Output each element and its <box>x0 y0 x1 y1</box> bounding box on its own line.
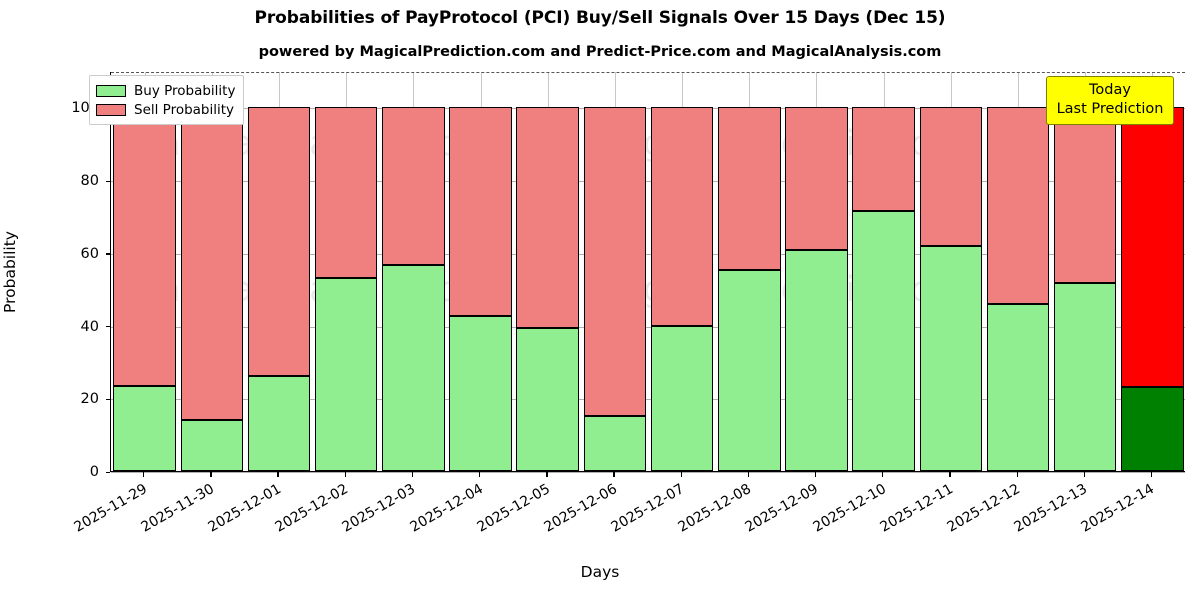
x-tick-mark <box>546 472 548 477</box>
x-tick-mark <box>680 472 682 477</box>
bar-segment-sell[interactable] <box>1053 107 1117 283</box>
bar-segment-buy[interactable] <box>180 420 244 471</box>
x-tick-mark <box>411 472 414 477</box>
bar[interactable] <box>1053 71 1117 471</box>
gridline-y-20 <box>111 399 1185 401</box>
y-axis-label: Probability <box>1 231 19 313</box>
legend-swatch-buy-icon <box>96 84 126 97</box>
bar[interactable] <box>986 71 1050 471</box>
x-tick-mark <box>1150 472 1153 477</box>
y-tick-mark <box>105 180 110 182</box>
y-tick-mark <box>105 326 110 328</box>
gridline-y-40 <box>111 326 1185 328</box>
y-tick-label: 40 <box>80 318 99 335</box>
y-tick-mark <box>105 471 110 473</box>
bar[interactable] <box>449 71 512 471</box>
today-annotation-line1: Today <box>1089 82 1131 98</box>
legend-label-buy: Buy Probability <box>134 82 236 99</box>
bar-segment-sell[interactable] <box>180 107 244 421</box>
x-tick-mark <box>143 472 145 477</box>
bar-segment-buy[interactable] <box>919 246 983 471</box>
gridline-y-80 <box>111 181 1185 183</box>
y-tick-label: 60 <box>80 245 99 262</box>
bar-segment-buy[interactable] <box>650 326 714 471</box>
bar[interactable] <box>247 71 311 471</box>
legend-item-buy: Buy Probability <box>96 81 235 100</box>
y-tick-mark <box>105 398 110 401</box>
x-tick-mark <box>814 472 817 477</box>
legend-swatch-sell-icon <box>96 103 126 116</box>
bar[interactable] <box>650 71 714 471</box>
bar-segment-sell[interactable] <box>382 107 445 266</box>
y-tick-mark <box>105 253 110 255</box>
bar-segment-sell[interactable] <box>919 107 983 247</box>
plot-area: MagicalAnalysis.comMagicalPrediction.com… <box>110 71 1185 473</box>
chart-legend: Buy Probability Sell Probability <box>89 75 245 125</box>
x-tick-mark <box>613 472 615 477</box>
bar[interactable] <box>785 71 848 471</box>
bar-segment-buy[interactable] <box>986 304 1050 471</box>
chart-title: Probabilities of PayProtocol (PCI) Buy/S… <box>254 8 946 28</box>
x-tick-mark <box>277 472 279 477</box>
legend-label-sell: Sell Probability <box>134 101 235 118</box>
bar[interactable] <box>718 71 781 471</box>
bar[interactable] <box>180 71 244 471</box>
bar-segment-buy[interactable] <box>785 249 848 471</box>
bar-segment-buy[interactable] <box>382 265 445 471</box>
bar-segment-sell[interactable] <box>650 107 714 327</box>
gridline-y-60 <box>111 253 1185 255</box>
y-tick-label: 0 <box>89 464 99 480</box>
x-tick-mark <box>1083 472 1086 477</box>
bar-segment-sell[interactable] <box>1121 107 1184 387</box>
bar-segment-buy[interactable] <box>718 269 781 471</box>
gridline-y-100 <box>111 108 1185 110</box>
bar-segment-sell[interactable] <box>314 107 378 279</box>
bar-segment-buy[interactable] <box>516 328 579 471</box>
bar-segment-buy[interactable] <box>247 376 311 471</box>
x-tick-mark <box>344 472 346 477</box>
bar-segment-buy[interactable] <box>1053 282 1117 471</box>
bar-segment-sell[interactable] <box>449 107 512 317</box>
bar[interactable] <box>919 71 983 471</box>
bar-segment-sell[interactable] <box>852 107 915 212</box>
y-tick-label: 80 <box>80 173 99 190</box>
bar-segment-sell[interactable] <box>986 107 1050 305</box>
y-tick-label: 20 <box>80 391 99 408</box>
x-tick-mark <box>479 472 481 477</box>
bar-segment-sell[interactable] <box>113 107 176 387</box>
x-tick-mark <box>882 472 884 477</box>
bar-segment-buy[interactable] <box>1121 386 1184 471</box>
today-annotation-line2: Last Prediction <box>1056 101 1164 117</box>
bar-segment-buy[interactable] <box>449 316 512 471</box>
x-tick-mark <box>210 472 212 477</box>
bar[interactable] <box>382 71 445 471</box>
bar-segment-buy[interactable] <box>113 386 176 471</box>
bar-segment-sell[interactable] <box>583 107 647 417</box>
bar-segment-buy[interactable] <box>314 278 378 471</box>
reference-line <box>111 72 1185 73</box>
bar[interactable] <box>314 71 378 471</box>
bar[interactable] <box>852 71 915 471</box>
bar-today[interactable] <box>1121 71 1184 471</box>
bar[interactable] <box>113 71 176 471</box>
x-tick-mark <box>747 472 750 477</box>
x-axis-label: Days <box>580 563 620 581</box>
bar-segment-sell[interactable] <box>247 107 311 377</box>
plot-inner: MagicalAnalysis.comMagicalPrediction.com… <box>111 71 1185 473</box>
bar[interactable] <box>516 71 579 471</box>
bar-segment-sell[interactable] <box>785 107 848 250</box>
bar-segment-buy[interactable] <box>583 416 647 471</box>
x-tick-mark <box>949 472 951 477</box>
gridline-y-0 <box>111 472 1185 473</box>
bar-segment-sell[interactable] <box>718 107 781 270</box>
x-tick-mark <box>1016 472 1018 477</box>
bar-segment-buy[interactable] <box>852 211 915 471</box>
today-annotation-box: Today Last Prediction <box>1046 76 1174 125</box>
bar[interactable] <box>583 71 647 471</box>
chart-subtitle: powered by MagicalPrediction.com and Pre… <box>258 44 942 60</box>
bar-segment-sell[interactable] <box>516 107 579 329</box>
legend-item-sell: Sell Probability <box>96 100 235 119</box>
